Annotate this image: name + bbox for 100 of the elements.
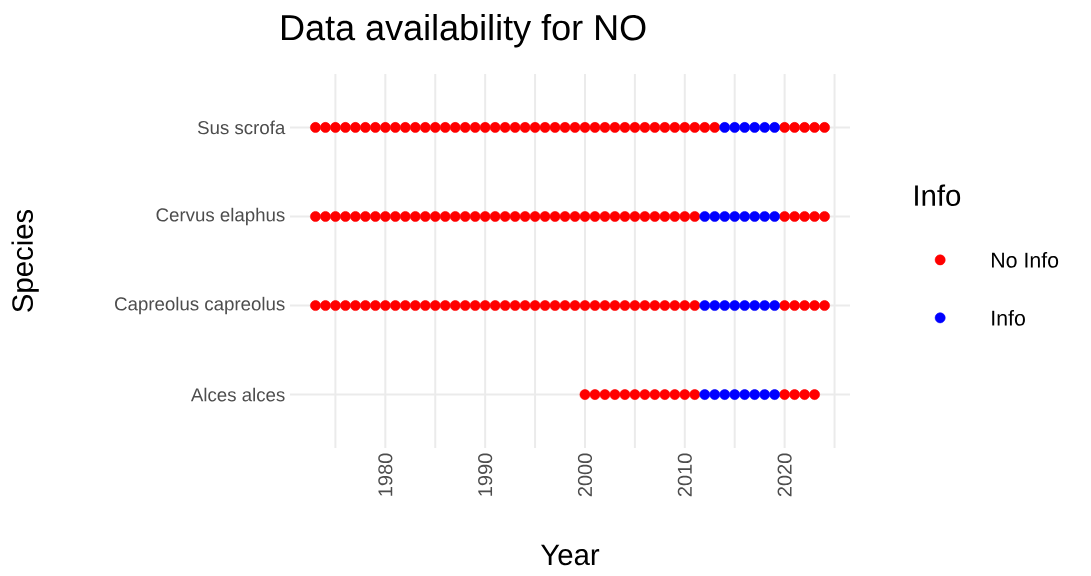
point <box>799 300 810 311</box>
point <box>310 211 321 222</box>
point <box>370 300 381 311</box>
point <box>399 122 411 133</box>
point <box>629 300 641 311</box>
point <box>360 122 371 133</box>
point <box>609 389 621 400</box>
point <box>489 300 501 311</box>
point <box>519 211 531 222</box>
point <box>759 122 770 133</box>
y-tick-label: Capreolus capreolus <box>115 296 285 315</box>
point <box>739 211 751 222</box>
point <box>589 122 601 133</box>
point <box>649 122 661 133</box>
point <box>380 300 391 311</box>
point <box>509 300 521 311</box>
point <box>499 211 511 222</box>
point <box>689 211 701 222</box>
point <box>789 300 800 311</box>
x-tick-label: 2010 <box>677 453 692 497</box>
point <box>779 389 790 400</box>
point <box>609 122 621 133</box>
point <box>759 389 770 400</box>
point <box>769 389 780 400</box>
point <box>579 211 591 222</box>
point <box>479 300 491 311</box>
point <box>330 211 341 222</box>
point <box>529 122 541 133</box>
point <box>789 389 800 400</box>
chart-title: Data availability for NO <box>282 13 646 48</box>
point <box>539 300 551 311</box>
point <box>739 122 751 133</box>
point <box>439 211 451 222</box>
point <box>549 300 561 311</box>
point <box>799 389 810 400</box>
point <box>749 300 761 311</box>
point <box>599 211 611 222</box>
point <box>769 122 780 133</box>
point <box>469 122 481 133</box>
point <box>389 300 401 311</box>
point <box>659 389 671 400</box>
point <box>399 211 411 222</box>
point <box>709 122 721 133</box>
point <box>449 300 461 311</box>
point <box>549 211 561 222</box>
point <box>819 211 830 222</box>
point <box>340 211 351 222</box>
point <box>639 211 651 222</box>
point <box>479 122 491 133</box>
point <box>639 300 651 311</box>
point <box>549 122 561 133</box>
point <box>809 300 820 311</box>
point <box>489 122 501 133</box>
point <box>439 300 451 311</box>
point <box>350 122 361 133</box>
point <box>779 300 790 311</box>
point <box>609 211 621 222</box>
point <box>569 122 581 133</box>
point <box>449 122 461 133</box>
point <box>669 122 681 133</box>
point <box>719 211 731 222</box>
point <box>719 122 731 133</box>
point <box>519 300 531 311</box>
point <box>320 211 331 222</box>
point <box>699 389 711 400</box>
point <box>629 211 641 222</box>
point <box>459 300 471 311</box>
point <box>539 122 551 133</box>
point <box>350 211 361 222</box>
point <box>749 122 761 133</box>
point <box>699 122 711 133</box>
point <box>489 211 501 222</box>
point <box>719 300 731 311</box>
y-tick-label: Alces alces <box>190 387 285 402</box>
point <box>769 211 780 222</box>
point <box>499 122 511 133</box>
point <box>789 122 800 133</box>
point <box>409 300 421 311</box>
point <box>729 300 741 311</box>
point <box>759 211 770 222</box>
point <box>819 122 830 133</box>
point <box>449 211 461 222</box>
point <box>559 300 571 311</box>
point <box>669 211 681 222</box>
point <box>699 300 711 311</box>
point <box>709 211 721 222</box>
legend-label: Info <box>992 310 1025 326</box>
y-tick-label: Sus scrofa <box>197 120 286 135</box>
y-tick-label: Cervus elaphus <box>156 207 285 226</box>
y-axis-title: Species <box>11 209 39 312</box>
point <box>429 211 441 222</box>
point <box>789 211 800 222</box>
point <box>579 122 591 133</box>
point <box>380 122 391 133</box>
point <box>589 300 601 311</box>
point <box>759 300 770 311</box>
point <box>799 211 810 222</box>
point <box>360 300 371 311</box>
point <box>469 300 481 311</box>
point <box>579 300 591 311</box>
